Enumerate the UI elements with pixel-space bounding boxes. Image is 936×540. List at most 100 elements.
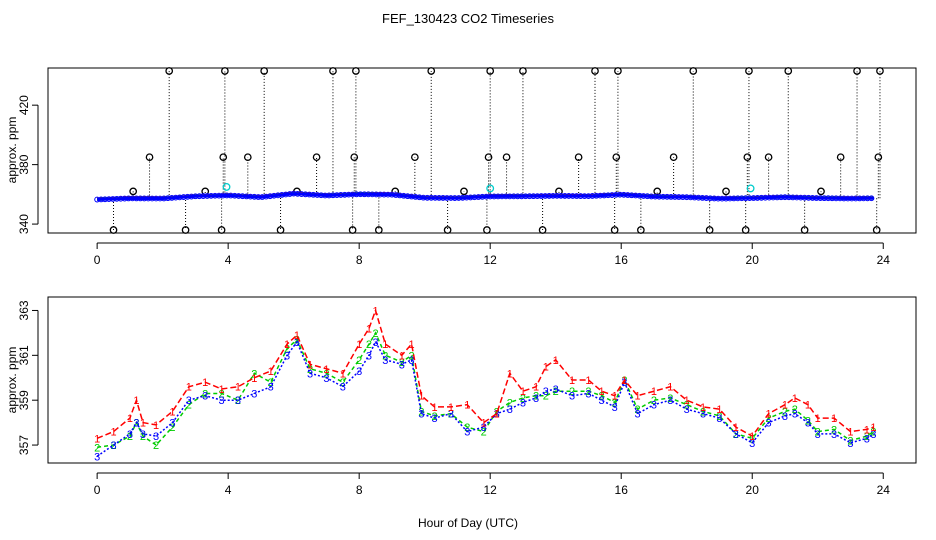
top-data-point [357, 191, 364, 198]
series-3-marker: 3 [792, 409, 798, 421]
series-3-marker: 3 [749, 438, 755, 450]
series-3-marker: 3 [520, 397, 526, 409]
series-3-marker: 3 [847, 438, 853, 450]
series-1-marker: 1 [307, 359, 313, 371]
outlier-point [484, 153, 493, 162]
series-1-marker: 1 [235, 382, 241, 394]
top-data-point [168, 194, 175, 201]
series-2-marker: 2 [733, 429, 739, 441]
top-data-point [573, 193, 580, 199]
series-1-marker: 1 [831, 413, 837, 425]
series-2-marker: 2 [494, 406, 500, 418]
top-data-point [683, 194, 690, 201]
series-3-marker: 3 [186, 395, 192, 407]
top-data-point [157, 195, 163, 202]
series-3-marker: 3 [251, 388, 257, 400]
top-data-point [432, 194, 439, 201]
outlier-point [637, 226, 645, 234]
top-x-tick-label: 24 [877, 253, 891, 267]
series-2-marker: 2 [169, 422, 175, 434]
top-data-point [447, 195, 454, 201]
top-data-point [109, 196, 116, 202]
series-3-marker: 3 [110, 440, 116, 452]
top-data-point [377, 191, 384, 198]
outlier-point [109, 226, 118, 234]
series-1-marker: 1 [847, 427, 853, 439]
top-data-point [675, 194, 682, 200]
series-3-marker: 3 [651, 400, 657, 412]
top-data-point [212, 192, 218, 199]
series-2-marker: 2 [366, 339, 372, 351]
top-data-point [597, 192, 604, 199]
series-2-marker: 2 [186, 400, 192, 412]
top-data-point [538, 193, 545, 199]
top-data-point [534, 193, 541, 199]
outlier-point [348, 226, 357, 234]
top-data-point [408, 193, 415, 200]
top-data-point [833, 195, 839, 202]
series-1-marker: 1 [553, 355, 559, 367]
top-data-point [644, 193, 651, 200]
outlier-point [217, 226, 226, 234]
top-data-point [467, 194, 474, 201]
top-data-point [864, 195, 871, 202]
outlier-point [722, 187, 730, 196]
series-1-marker: 1 [520, 386, 526, 398]
series-2-marker: 2 [667, 393, 673, 405]
outlier-point [743, 153, 752, 162]
top-data-point [333, 192, 340, 199]
top-data-point [117, 195, 124, 202]
top-data-point [585, 193, 592, 200]
top-data-point [141, 195, 148, 202]
series-3-marker: 3 [598, 395, 604, 407]
series-2-marker: 2 [340, 377, 346, 389]
top-data-point [322, 192, 329, 199]
top-data-point [345, 191, 352, 198]
series-3-marker: 3 [153, 431, 159, 443]
outlier-point [874, 153, 883, 162]
outlier-point [669, 153, 678, 162]
series-2-marker: 2 [268, 377, 274, 389]
series-3-marker: 3 [399, 359, 405, 371]
series-2-marker: 2 [202, 388, 208, 400]
top-data-point [121, 195, 128, 202]
series-3-marker: 3 [323, 373, 329, 385]
series-1-marker: 1 [782, 400, 788, 412]
outlier-point [352, 67, 360, 75]
series-2-marker: 2 [543, 391, 549, 403]
top-data-point [436, 195, 442, 201]
top-data-point [361, 191, 368, 198]
top-x-tick-label: 16 [615, 253, 629, 267]
bottom-y-tick-label: 361 [17, 345, 31, 365]
series-1-marker: 1 [870, 422, 876, 434]
top-data-point [821, 195, 828, 202]
outlier-point [443, 226, 452, 234]
bottom-x-tick-label: 24 [877, 483, 891, 497]
top-data-point [707, 195, 714, 202]
flagged-point [746, 184, 755, 193]
top-data-point [369, 191, 376, 198]
top-data-point [337, 192, 344, 198]
series-1-marker: 1 [294, 330, 300, 342]
series-1-marker: 1 [140, 418, 146, 430]
series-3-marker: 3 [235, 395, 241, 407]
series-3-marker: 3 [766, 418, 772, 430]
top-data-point [750, 195, 757, 201]
series-3-marker: 3 [533, 393, 539, 405]
series-2-marker: 2 [569, 386, 575, 398]
series-3-marker: 3 [448, 409, 454, 421]
top-data-point [766, 194, 773, 201]
series-3-marker: 3 [382, 355, 388, 367]
top-data-point [829, 195, 836, 202]
outlier-point [221, 67, 229, 75]
flagged-point [222, 182, 231, 191]
series-1-marker: 1 [864, 424, 870, 436]
series-1-marker: 1 [792, 393, 798, 405]
top-data-point [565, 193, 572, 199]
top-data-point [518, 193, 525, 200]
top-y-tick-label: 420 [17, 95, 31, 115]
top-data-point [754, 195, 761, 201]
bottom-y-axis: 357 359 361 363 [17, 300, 39, 455]
top-data-point [703, 195, 710, 201]
series-1-marker: 1 [110, 427, 116, 439]
